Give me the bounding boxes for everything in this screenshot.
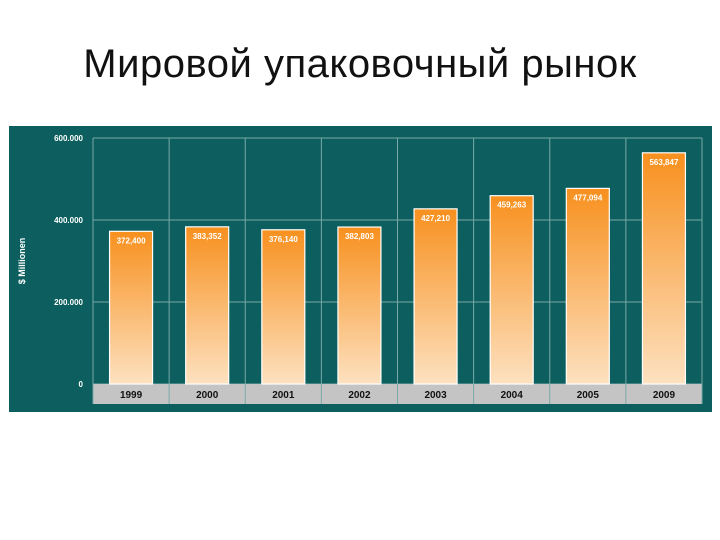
- bar: [489, 195, 534, 385]
- bar: [108, 230, 154, 385]
- x-tick-label: 2009: [653, 390, 676, 401]
- bar: [337, 226, 382, 385]
- data-label: 427,210: [421, 214, 450, 223]
- bar: [565, 187, 610, 385]
- bar: [185, 226, 230, 385]
- data-label: 372,400: [117, 236, 146, 245]
- x-tick-label: 2003: [424, 390, 447, 401]
- x-tick-label: 2001: [272, 390, 295, 401]
- y-tick-label: 200.000: [54, 298, 83, 307]
- x-tick-label: 2004: [501, 390, 524, 401]
- data-label: 477,094: [573, 193, 602, 202]
- x-tick-label: 2000: [196, 390, 219, 401]
- bar: [261, 229, 306, 385]
- data-label: 376,140: [269, 235, 298, 244]
- bar-chart: 0 200.000 400.000 600.000 $ Millionen 372,400…: [17, 134, 703, 404]
- y-tick-label: 0: [79, 380, 84, 389]
- y-tick-label: 400.000: [54, 216, 83, 225]
- data-label: 382,803: [345, 232, 374, 241]
- x-tick-label: 2005: [577, 390, 600, 401]
- y-tick-label: 600.000: [54, 134, 83, 143]
- chart-panel: 0 200.000 400.000 600.000 $ Millionen 372,400…: [9, 126, 712, 412]
- x-tick-label: 2002: [348, 390, 371, 401]
- bar: [413, 208, 458, 385]
- slide-title: Мировой упаковочный рынок: [83, 42, 637, 86]
- data-label: 383,352: [193, 232, 222, 241]
- data-label: 563,847: [649, 158, 678, 167]
- y-axis-title: $ Millionen: [17, 238, 27, 285]
- bar: [641, 152, 687, 385]
- x-tick-label: 1999: [120, 390, 143, 401]
- data-label: 459,263: [497, 201, 526, 210]
